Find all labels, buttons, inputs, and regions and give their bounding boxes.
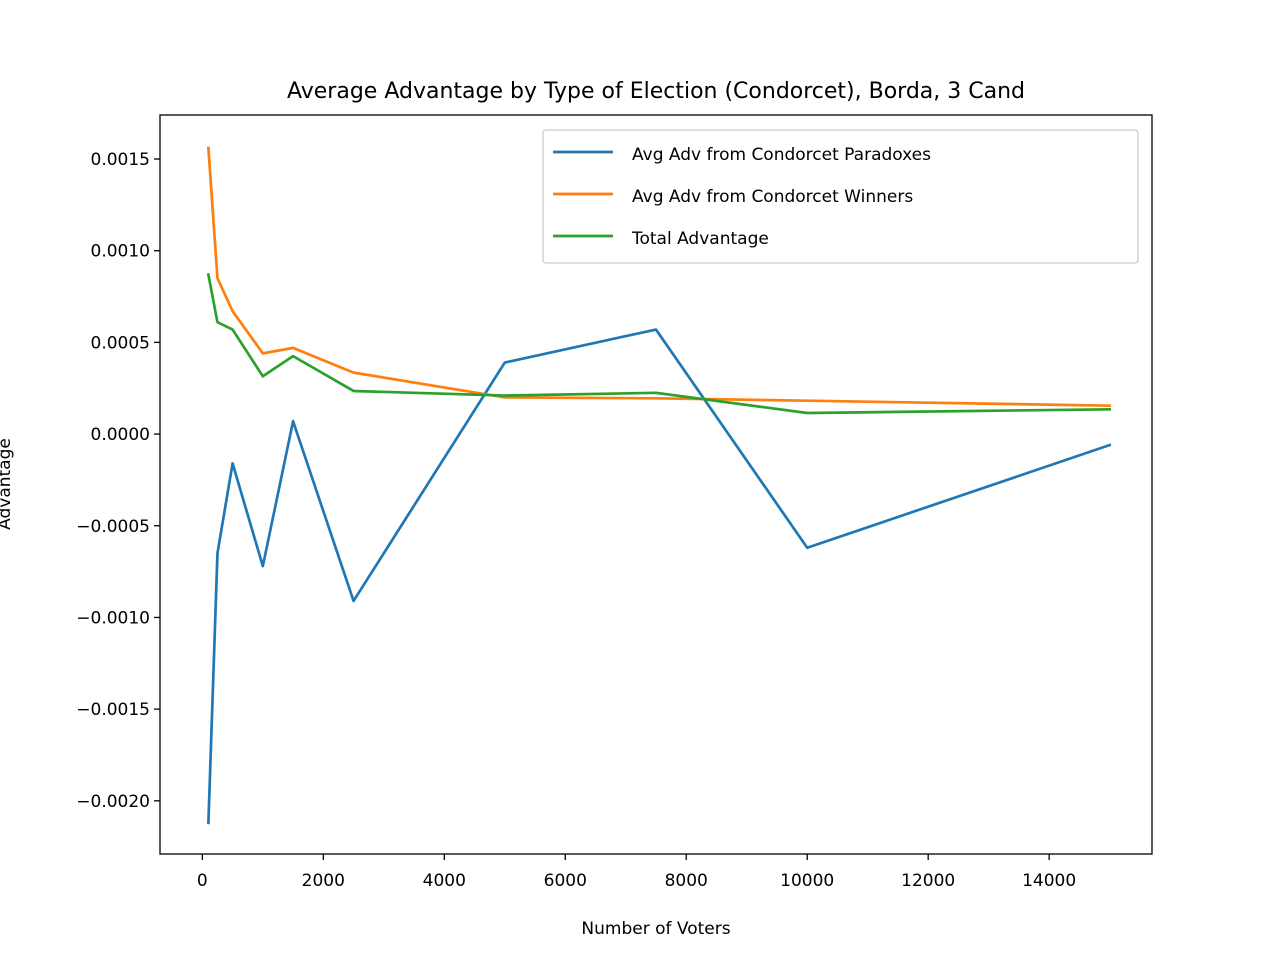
y-axis-label: Advantage bbox=[0, 438, 15, 530]
legend-label-total: Total Advantage bbox=[631, 229, 769, 249]
x-tick-label: 4000 bbox=[423, 871, 466, 891]
plot-frame bbox=[159, 114, 1153, 855]
legend: Avg Adv from Condorcet Paradoxes Avg Adv… bbox=[542, 129, 1139, 264]
y-tick-label: 0.0015 bbox=[91, 150, 150, 170]
plot-lines bbox=[206, 146, 1112, 825]
y-tick-label: 0.0000 bbox=[91, 425, 150, 445]
x-tick-label: 14000 bbox=[1022, 871, 1076, 891]
x-tick-label: 10000 bbox=[780, 871, 834, 891]
legend-box bbox=[542, 129, 1139, 264]
y-tick-label: 0.0005 bbox=[91, 333, 150, 353]
series-line-2 bbox=[206, 146, 1112, 408]
chart-title: Average Advantage by Type of Election (C… bbox=[287, 79, 1025, 104]
y-tick-label: −0.0020 bbox=[76, 792, 150, 812]
legend-label-winners: Avg Adv from Condorcet Winners bbox=[632, 187, 913, 207]
series-line-3 bbox=[206, 272, 1112, 415]
x-tick-label: 8000 bbox=[665, 871, 708, 891]
x-tick-label: 6000 bbox=[544, 871, 587, 891]
y-tick-label: 0.0010 bbox=[91, 242, 150, 262]
x-tick-label: 12000 bbox=[901, 871, 955, 891]
series-line-1 bbox=[206, 328, 1112, 825]
x-tick-label: 0 bbox=[197, 871, 208, 891]
y-axis-ticks: −0.0020 −0.0015 −0.0010 −0.0005 0.0000 0.0005… bbox=[76, 150, 160, 812]
x-axis-ticks: 0 2000 4000 6000 8000 10000 12000 14000 bbox=[197, 854, 1076, 891]
y-tick-label: −0.0010 bbox=[76, 608, 150, 628]
x-axis-label: Number of Voters bbox=[581, 919, 730, 939]
y-tick-label: −0.0005 bbox=[76, 517, 150, 537]
y-tick-label: −0.0015 bbox=[76, 700, 150, 720]
x-tick-label: 2000 bbox=[302, 871, 345, 891]
legend-label-paradoxes: Avg Adv from Condorcet Paradoxes bbox=[632, 145, 931, 165]
